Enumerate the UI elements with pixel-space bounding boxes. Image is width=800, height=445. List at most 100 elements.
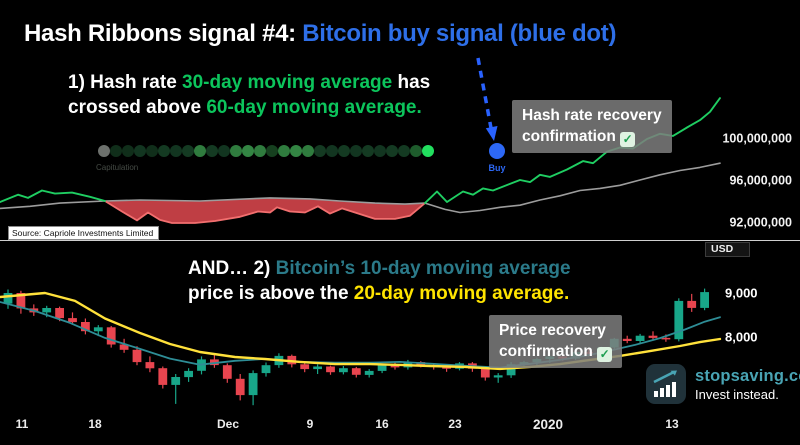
candle-body xyxy=(339,368,348,373)
signal-dot xyxy=(98,145,110,157)
text-segment: crossed above xyxy=(68,97,207,118)
hash-ribbons-chart: 100,000,000 96,000,000 92,000,000 Capitulat… xyxy=(0,57,792,230)
chart-divider xyxy=(0,240,800,241)
signal-dot xyxy=(410,145,422,157)
callout-text: confirmation xyxy=(499,343,593,360)
x-axis-label: 16 xyxy=(375,417,389,431)
candle-body xyxy=(674,300,684,340)
signal-dot xyxy=(386,145,398,157)
signal-dot xyxy=(182,145,194,157)
checkmark-icon: ✓ xyxy=(597,347,613,362)
candle-body xyxy=(81,322,90,332)
signal-dot xyxy=(254,145,266,157)
ma-30d-line xyxy=(0,189,106,203)
signal-dot xyxy=(206,145,218,157)
hash-recovery-callout: Hash rate recovery confirmation ✓ xyxy=(512,100,672,153)
candle-body xyxy=(119,344,129,350)
candle-body xyxy=(184,370,193,378)
signal-dot xyxy=(242,145,254,157)
signal-dot xyxy=(422,145,434,157)
signal-dot xyxy=(230,145,242,157)
signal-dot xyxy=(290,145,302,157)
candle-body xyxy=(300,364,310,370)
text-segment-green: 60-day moving average. xyxy=(206,97,422,118)
ma-10d-line xyxy=(0,301,721,369)
y-axis-tick: 92,000,000 xyxy=(729,216,792,230)
candle-body xyxy=(16,293,26,309)
text-segment: price is above the xyxy=(188,283,354,304)
candle-body xyxy=(313,366,322,370)
x-axis-label: Dec xyxy=(216,417,240,431)
ma-60d-line xyxy=(0,162,721,214)
signal-dot xyxy=(350,145,362,157)
hash-ribbon-edge xyxy=(104,200,426,224)
price-recovery-callout: Price recovery confirmation ✓ xyxy=(489,315,623,368)
brand-name: stopsaving.com xyxy=(695,366,800,385)
signal-dot xyxy=(338,145,350,157)
candle-body xyxy=(55,308,64,319)
candle-body xyxy=(222,365,232,379)
signal-dot xyxy=(314,145,326,157)
signal-dot xyxy=(398,145,410,157)
capitulation-label: Capitulation xyxy=(96,163,138,172)
candle-body xyxy=(171,377,181,385)
candle-body xyxy=(661,337,671,340)
signal-dot xyxy=(134,145,146,157)
callout-text: Hash rate recovery xyxy=(522,107,662,124)
candle-body xyxy=(480,368,490,378)
checkmark-icon: ✓ xyxy=(620,132,636,147)
candle-body xyxy=(351,368,361,375)
callout-text: confirmation xyxy=(522,128,616,145)
candle-body xyxy=(42,308,52,313)
signal-dot xyxy=(266,145,278,157)
signal-dot xyxy=(362,145,374,157)
bar-chart-icon xyxy=(646,364,686,404)
signal-dot xyxy=(218,145,230,157)
signal-dot xyxy=(158,145,170,157)
buy-arrow-head xyxy=(485,126,498,141)
usd-axis-badge: USD xyxy=(705,242,751,257)
candle-body xyxy=(93,327,103,332)
y-axis-tick: 8,000 xyxy=(725,330,758,345)
candle-body xyxy=(390,365,400,368)
candle-body xyxy=(442,366,451,369)
candle-body xyxy=(377,365,387,371)
candle-body xyxy=(326,366,335,373)
candle-body xyxy=(235,378,245,396)
signal-dot xyxy=(302,145,314,157)
buy-arrow xyxy=(476,57,493,129)
signal-dot xyxy=(278,145,290,157)
y-axis-tick: 96,000,000 xyxy=(729,174,792,188)
candle-body xyxy=(145,362,155,369)
condition-2-text: AND… 2) Bitcoin’s 10-day moving average … xyxy=(188,256,571,306)
candle-body xyxy=(106,327,116,345)
source-label: Source: Capriole Investments Limited xyxy=(8,226,160,240)
candle-body xyxy=(635,335,645,341)
signal-dot xyxy=(122,145,134,157)
candle-body xyxy=(687,300,697,308)
signal-dot xyxy=(110,145,122,157)
ma-30d-line xyxy=(424,97,721,205)
candle-body xyxy=(622,338,632,341)
candle-body xyxy=(68,318,77,323)
callout-text: Price recovery xyxy=(499,322,606,339)
signal-dot xyxy=(194,145,206,157)
title-highlight: Bitcoin buy signal (blue dot) xyxy=(302,20,617,47)
candle-body xyxy=(364,370,374,375)
candle-body xyxy=(700,292,709,308)
brand-tagline: Invest instead. xyxy=(695,386,779,402)
x-axis-label: 9 xyxy=(306,417,314,431)
text-segment-green: 30-day moving average xyxy=(182,72,393,93)
logo-text: stopsaving.com Invest instead. xyxy=(695,367,800,402)
signal-dot xyxy=(170,145,182,157)
text-segment: AND… 2) xyxy=(188,258,276,279)
signal-dot xyxy=(326,145,338,157)
condition-1-text: 1) Hash rate 30-day moving average has c… xyxy=(68,70,430,120)
candle-body xyxy=(248,373,258,396)
ma-20d-line xyxy=(0,291,722,371)
candle-body xyxy=(648,335,658,338)
candle-body xyxy=(3,293,13,304)
hash-ribbon-fill xyxy=(105,197,425,223)
signal-dot xyxy=(374,145,386,157)
